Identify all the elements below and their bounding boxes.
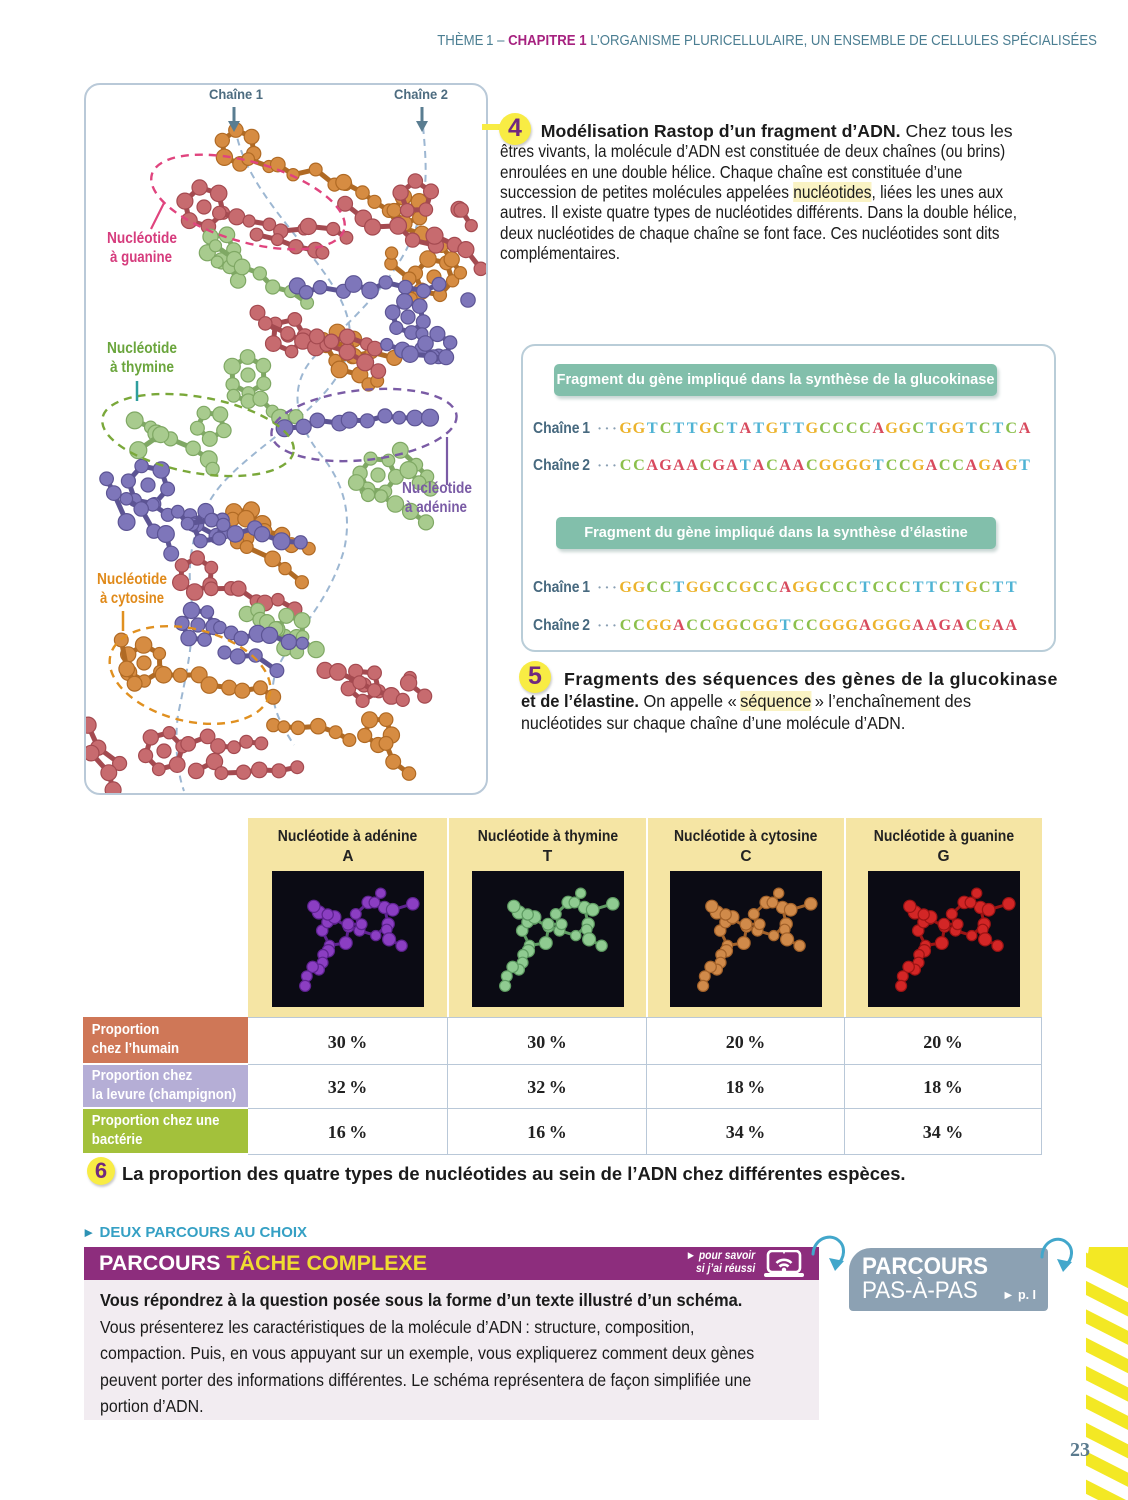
svg-text:à thymine: à thymine xyxy=(110,359,174,376)
svg-text:Nucléotide: Nucléotide xyxy=(107,340,177,357)
svg-text:Nucléotide: Nucléotide xyxy=(402,480,472,497)
svg-text:à cytosine: à cytosine xyxy=(100,590,164,607)
svg-text:à guanine: à guanine xyxy=(110,249,172,266)
svg-text:Nucléotide: Nucléotide xyxy=(97,571,167,588)
svg-text:à adénine: à adénine xyxy=(405,499,467,516)
svg-text:Chaîne 2: Chaîne 2 xyxy=(394,86,448,102)
svg-text:Nucléotide: Nucléotide xyxy=(107,230,177,247)
svg-text:Chaîne 1: Chaîne 1 xyxy=(209,86,263,102)
